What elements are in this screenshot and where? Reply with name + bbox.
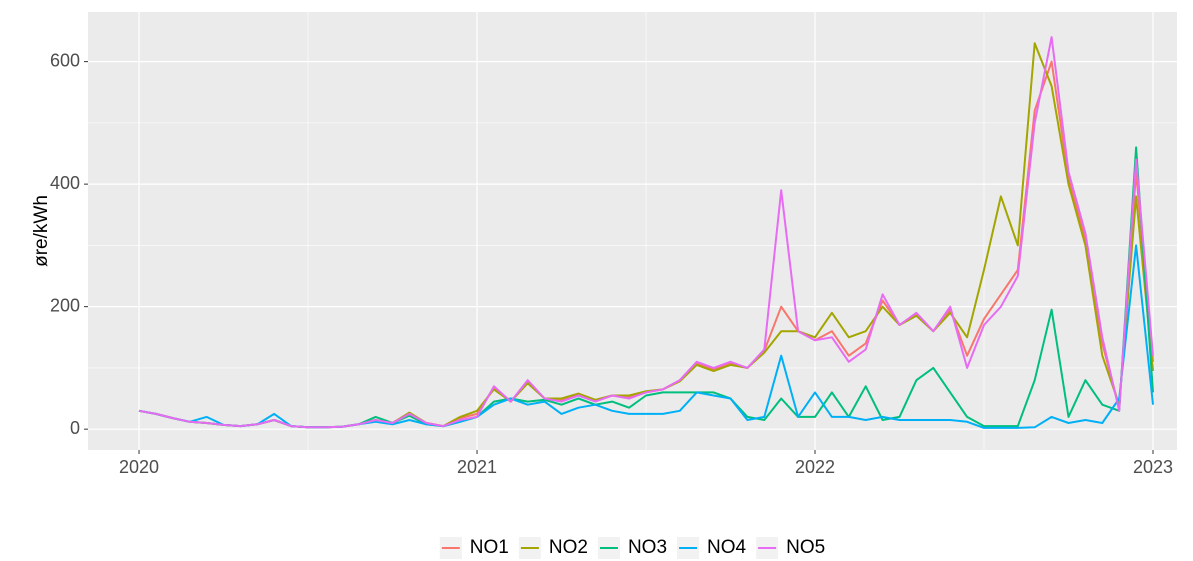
x-tick-label: 2023 — [1133, 457, 1173, 477]
series-line — [138, 36, 1154, 429]
y-tick-label: 600 — [50, 50, 80, 70]
y-tick-label: 200 — [50, 295, 80, 315]
legend-label: NO3 — [628, 537, 667, 558]
x-tick-label: 2021 — [457, 457, 497, 477]
y-axis-title: øre/kWh — [31, 195, 52, 267]
legend-label: NO2 — [549, 537, 588, 558]
x-tick-label: 2022 — [795, 457, 835, 477]
legend-label: NO1 — [470, 537, 509, 558]
y-tick-label: 0 — [70, 418, 80, 438]
plot-panel — [88, 12, 1177, 450]
legend-label: NO4 — [707, 537, 747, 558]
y-tick-label: 400 — [50, 173, 80, 193]
x-tick-label: 2020 — [119, 457, 159, 477]
legend-label: NO5 — [786, 537, 825, 558]
